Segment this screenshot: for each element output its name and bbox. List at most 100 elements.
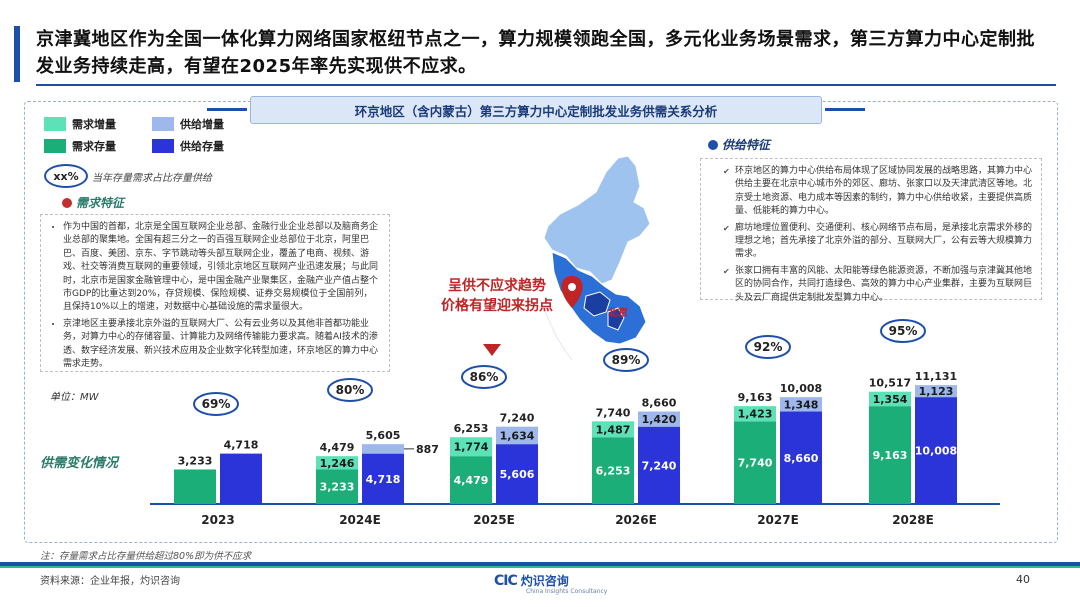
bar-demand-stock bbox=[592, 437, 634, 504]
section-banner: 环京地区（含内蒙古）第三方算力中心定制批发业务供需关系分析 bbox=[207, 96, 865, 124]
label-demand-increment: 1,774 bbox=[454, 441, 489, 454]
trend-callout-line1: 呈供不应求趋势 bbox=[448, 278, 546, 294]
label-supply-stock: 4,718 bbox=[366, 473, 401, 486]
bar-supply-stock bbox=[362, 453, 404, 504]
category-label: 2027E bbox=[757, 513, 799, 527]
category-label: 2025E bbox=[473, 513, 515, 527]
label-supply-increment: 1,123 bbox=[919, 385, 954, 398]
bar-supply-increment bbox=[638, 411, 680, 427]
legend-swatch bbox=[152, 139, 174, 153]
bar-demand-increment bbox=[734, 406, 776, 422]
label-supply-stock: 10,008 bbox=[915, 445, 957, 458]
supply-features-box: 环京地区的算力中心供给布局体现了区域协同发展的战略思路，其算力中心供给主要在北京… bbox=[700, 158, 1042, 303]
supply-feature-item: 廊坊地理位置便利、交通便利、核心网络节点布局，是承接北京需求外移的理想之地；首先… bbox=[723, 222, 1033, 262]
label-supply-total: 4,718 bbox=[224, 439, 259, 452]
trend-callout-line2: 价格有望迎来拐点 bbox=[441, 298, 553, 314]
label-supply-total: 5,605 bbox=[366, 429, 401, 442]
demand-feature-item: 京津地区主要承接北京外溢的互联网大厂、公有云业务以及其他非首都功能业务，对算力中… bbox=[63, 318, 381, 372]
label-demand-increment: 1,354 bbox=[873, 393, 908, 406]
supply-feature-item: 张家口拥有丰富的风能、太阳能等绿色能源资源，不断加强与京津冀其他地区的协同合作，… bbox=[723, 265, 1033, 305]
label-demand-stock: 6,253 bbox=[596, 465, 631, 478]
legend-supply-increment: 供给增量 bbox=[152, 116, 224, 132]
label-demand-stock: 4,479 bbox=[454, 474, 489, 487]
beijing-region bbox=[583, 291, 611, 317]
bar-supply-increment bbox=[362, 444, 404, 454]
bar-supply-stock bbox=[496, 444, 538, 504]
tianjin-region bbox=[607, 307, 625, 331]
demand-feature-item: 作为中国的首都，北京是全国互联网企业总部、金融行业企业总部以及脑商务企业总部的聚… bbox=[63, 221, 381, 315]
source-citation: 资料来源：企业年报，灼识咨询 bbox=[40, 576, 180, 587]
category-label: 2024E bbox=[339, 513, 381, 527]
logo-english-name: China Insights Consultancy bbox=[526, 588, 608, 595]
ratio-badge bbox=[603, 348, 649, 372]
bar-demand-increment bbox=[869, 391, 911, 407]
label-demand-total: 7,740 bbox=[596, 406, 631, 419]
page-title: 京津冀地区作为全国一体化算力网络国家枢纽节点之一，算力规模领跑全国，多元化业务场… bbox=[36, 29, 1035, 77]
ratio-badge-text: 69% bbox=[202, 397, 231, 411]
legend-label: 供给增量 bbox=[180, 118, 224, 131]
bar-supply-increment bbox=[780, 397, 822, 412]
bar-supply-stock bbox=[780, 411, 822, 504]
chart-subtitle: 供需变化情况 bbox=[40, 456, 119, 471]
ratio-badge bbox=[193, 392, 239, 416]
ratio-key-description: 当年存量需求占比存量供给 bbox=[92, 172, 212, 184]
legend-label: 供给存量 bbox=[180, 140, 224, 153]
label-supply-increment: 1,634 bbox=[500, 429, 535, 442]
bar-supply-stock bbox=[638, 426, 680, 504]
legend-label: 需求存量 bbox=[72, 140, 116, 153]
page-number: 40 bbox=[1016, 573, 1030, 586]
company-logo: CIC 灼识咨询 China Insights Consultancy bbox=[494, 572, 607, 596]
ratio-badge-text: 80% bbox=[336, 383, 365, 397]
region-coastline bbox=[539, 299, 573, 361]
title-accent-bar bbox=[14, 26, 20, 82]
bar-supply-increment bbox=[915, 385, 957, 398]
label-supply-stock: 8,660 bbox=[784, 452, 819, 465]
ratio-key-symbol: xx% bbox=[44, 164, 88, 188]
bar-demand-stock bbox=[734, 421, 776, 504]
label-supply-total: 11,131 bbox=[915, 370, 957, 383]
category-label: 2026E bbox=[615, 513, 657, 527]
bar-supply-increment bbox=[496, 426, 538, 445]
label-supply-increment: 1,348 bbox=[784, 398, 819, 411]
bar-demand-stock bbox=[450, 456, 492, 504]
label-demand-increment: 1,487 bbox=[596, 423, 631, 436]
ratio-badge bbox=[745, 335, 791, 359]
footer-divider-accent bbox=[0, 566, 1080, 568]
legend-label: 需求增量 bbox=[72, 118, 116, 131]
legend-swatch bbox=[152, 117, 174, 131]
demand-features-box: 作为中国的首都，北京是全国互联网企业总部、金融行业企业总部以及脑商务企业总部的聚… bbox=[40, 214, 390, 372]
ratio-badge-text: 95% bbox=[889, 324, 918, 338]
label-supply-increment: 887 bbox=[416, 443, 439, 456]
label-supply-total: 8,660 bbox=[642, 397, 677, 410]
label-demand-increment: 1,246 bbox=[320, 457, 355, 470]
label-demand-total: 9,163 bbox=[738, 391, 773, 404]
label-supply-total: 10,008 bbox=[780, 382, 822, 395]
legend-swatch bbox=[44, 117, 66, 131]
bar-demand-stock bbox=[316, 469, 358, 504]
legend-swatch bbox=[44, 139, 66, 153]
label-supply-total: 7,240 bbox=[500, 412, 535, 425]
map-pin-icon bbox=[561, 276, 583, 308]
legend-demand-increment: 需求增量 bbox=[44, 116, 116, 132]
label-supply-stock: 7,240 bbox=[642, 459, 677, 472]
ratio-badge bbox=[461, 365, 507, 389]
ratio-badge bbox=[327, 378, 373, 402]
ratio-badge-text: 89% bbox=[612, 353, 641, 367]
category-label: 2023 bbox=[201, 513, 234, 527]
chart-unit: 单位：MW bbox=[50, 392, 99, 403]
ratio-badge bbox=[880, 319, 926, 343]
location-pin-icon bbox=[708, 139, 718, 150]
map-label-beijing: 北京 bbox=[608, 308, 628, 319]
label-demand-stock: 3,233 bbox=[320, 481, 355, 494]
label-supply-increment: 1,420 bbox=[642, 413, 677, 426]
label-supply-stock: 5,606 bbox=[500, 468, 535, 481]
legend-supply-stock: 供给存量 bbox=[152, 138, 224, 154]
supply-box-title: 供给特征 bbox=[708, 136, 770, 153]
category-label: 2028E bbox=[892, 513, 934, 527]
label-demand-increment: 1,423 bbox=[738, 408, 773, 421]
location-pin-icon bbox=[62, 197, 72, 208]
label-demand-total: 3,233 bbox=[178, 454, 213, 467]
bar-supply-stock bbox=[915, 397, 957, 504]
